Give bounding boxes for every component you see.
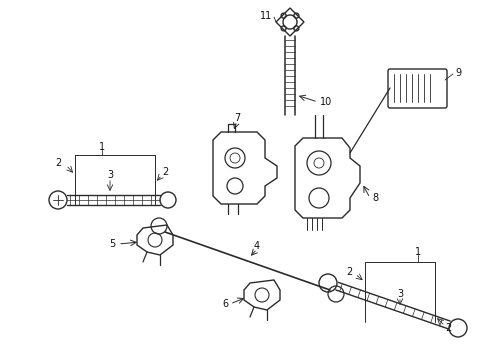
Text: 10: 10 [320,97,332,107]
Text: 3: 3 [397,289,403,299]
Text: 2: 2 [346,267,352,277]
Text: 2: 2 [162,167,168,177]
Text: 6: 6 [222,299,228,309]
Text: 11: 11 [260,11,272,21]
Text: 1: 1 [415,247,421,257]
Text: 8: 8 [372,193,378,203]
Text: 3: 3 [107,170,113,180]
Text: 7: 7 [234,113,240,123]
Text: 1: 1 [99,142,105,152]
Text: 2: 2 [445,323,451,333]
Text: 5: 5 [109,239,115,249]
Text: 9: 9 [455,68,461,78]
Text: 4: 4 [254,241,260,251]
Text: 2: 2 [55,158,61,168]
